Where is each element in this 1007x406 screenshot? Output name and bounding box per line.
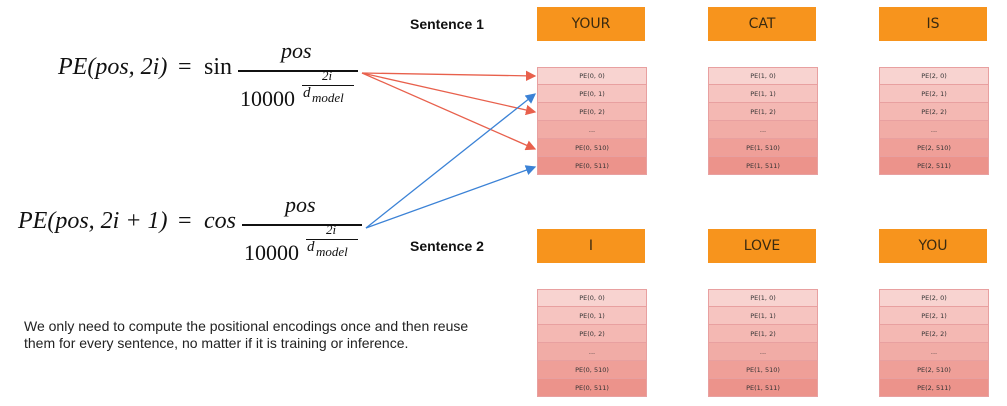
pe-cell: ... (537, 343, 647, 361)
formula-cos-equals: = (178, 208, 192, 234)
pe-cell: PE(2, 0) (879, 289, 989, 307)
formula-sin-exponent-subscript: model (312, 90, 344, 105)
sin-arrow-to-pe2 (361, 72, 537, 116)
pe-stack-s2-pos1: PE(1, 0) PE(1, 1) PE(1, 2) ... PE(1, 510… (708, 289, 818, 397)
formula-sin-exponent-d: d (303, 85, 311, 101)
formula-cos-lhs: PE(pos, 2i + 1) (18, 208, 168, 234)
pe-cell: PE(2, 511) (879, 379, 989, 397)
pe-cell: PE(2, 510) (879, 361, 989, 379)
formula-sin-lhs: PE(pos, 2i) (58, 54, 168, 80)
pe-cell: PE(2, 1) (879, 307, 989, 325)
formula-sin: PE(pos, 2i) = sin pos 10000 2i d model (0, 0, 400, 140)
pe-cell: ... (879, 343, 989, 361)
sin-arrow-to-pe510 (361, 72, 537, 151)
formula-cos-exponent-bar (306, 239, 358, 240)
pe-stack-s2-pos2: PE(2, 0) PE(2, 1) PE(2, 2) ... PE(2, 510… (879, 289, 989, 397)
pe-cell: PE(1, 510) (708, 361, 818, 379)
pe-cell: PE(2, 0) (879, 67, 989, 85)
sentence-2-label: Sentence 2 (410, 238, 484, 254)
word-box-you: YOU (879, 229, 987, 263)
word-box-is: IS (879, 7, 987, 41)
formula-cos-exponent-d: d (307, 239, 315, 255)
formula-cos-function: cos (204, 208, 236, 234)
formula-cos: PE(pos, 2i + 1) = cos pos 10000 2i d mod… (0, 0, 400, 290)
pe-cell: PE(0, 2) (537, 325, 647, 343)
pe-cell: ... (879, 121, 989, 139)
pe-cell: PE(1, 2) (708, 103, 818, 121)
pe-cell: PE(0, 511) (537, 157, 647, 175)
formula-sin-exponent-bar (302, 85, 354, 86)
pe-cell: PE(1, 0) (708, 289, 818, 307)
formula-sin-denominator-base: 10000 (240, 86, 295, 111)
word-box-love: LOVE (708, 229, 816, 263)
formula-sin-function: sin (204, 54, 233, 80)
formula-sin-fraction-bar (238, 70, 358, 72)
pe-cell: PE(2, 511) (879, 157, 989, 175)
sin-arrow-to-pe0 (361, 70, 537, 82)
pe-cell: PE(1, 1) (708, 85, 818, 103)
pe-cell: PE(1, 2) (708, 325, 818, 343)
formula-sin-numerator: pos (281, 38, 312, 63)
pe-cell: PE(0, 1) (537, 307, 647, 325)
pe-cell: PE(0, 511) (537, 379, 647, 397)
formula-cos-exponent-numerator: 2i (326, 222, 337, 237)
formula-cos-numerator: pos (285, 192, 316, 217)
word-box-your: YOUR (537, 7, 645, 41)
pe-cell: PE(1, 510) (708, 139, 818, 157)
formula-sin-equals: = (178, 54, 192, 80)
pe-cell: PE(1, 511) (708, 379, 818, 397)
pe-cell: PE(1, 511) (708, 157, 818, 175)
pe-stack-s1-pos2: PE(2, 0) PE(2, 1) PE(2, 2) ... PE(2, 510… (879, 67, 989, 175)
formula-cos-fraction-bar (242, 224, 362, 226)
pe-cell: PE(2, 1) (879, 85, 989, 103)
formula-cos-exponent-subscript: model (316, 244, 348, 259)
cos-arrow-to-pe511 (365, 165, 537, 229)
pe-cell: ... (708, 121, 818, 139)
pe-cell: PE(0, 510) (537, 361, 647, 379)
sentence-1-label: Sentence 1 (410, 16, 484, 32)
word-box-i: I (537, 229, 645, 263)
cos-arrow-to-pe1 (365, 93, 537, 229)
pe-cell: PE(2, 510) (879, 139, 989, 157)
pe-cell: PE(1, 0) (708, 67, 818, 85)
pe-cell: ... (708, 343, 818, 361)
pe-cell: PE(0, 0) (537, 289, 647, 307)
formula-cos-denominator-base: 10000 (244, 240, 299, 265)
pe-cell: PE(0, 0) (537, 67, 647, 85)
pe-stack-s2-pos0: PE(0, 0) PE(0, 1) PE(0, 2) ... PE(0, 510… (537, 289, 647, 397)
formula-sin-exponent-numerator: 2i (322, 68, 333, 83)
pe-stack-s1-pos1: PE(1, 0) PE(1, 1) PE(1, 2) ... PE(1, 510… (708, 67, 818, 175)
pe-stack-s1-pos0: PE(0, 0) PE(0, 1) PE(0, 2) ... PE(0, 510… (537, 67, 647, 175)
pe-cell: PE(2, 2) (879, 325, 989, 343)
pe-cell: PE(2, 2) (879, 103, 989, 121)
pe-cell: PE(0, 2) (537, 103, 647, 121)
pe-cell: PE(1, 1) (708, 307, 818, 325)
pe-cell: ... (537, 121, 647, 139)
pe-cell: PE(0, 510) (537, 139, 647, 157)
pe-cell: PE(0, 1) (537, 85, 647, 103)
explanatory-note: We only need to compute the positional e… (24, 318, 469, 351)
word-box-cat: CAT (708, 7, 816, 41)
